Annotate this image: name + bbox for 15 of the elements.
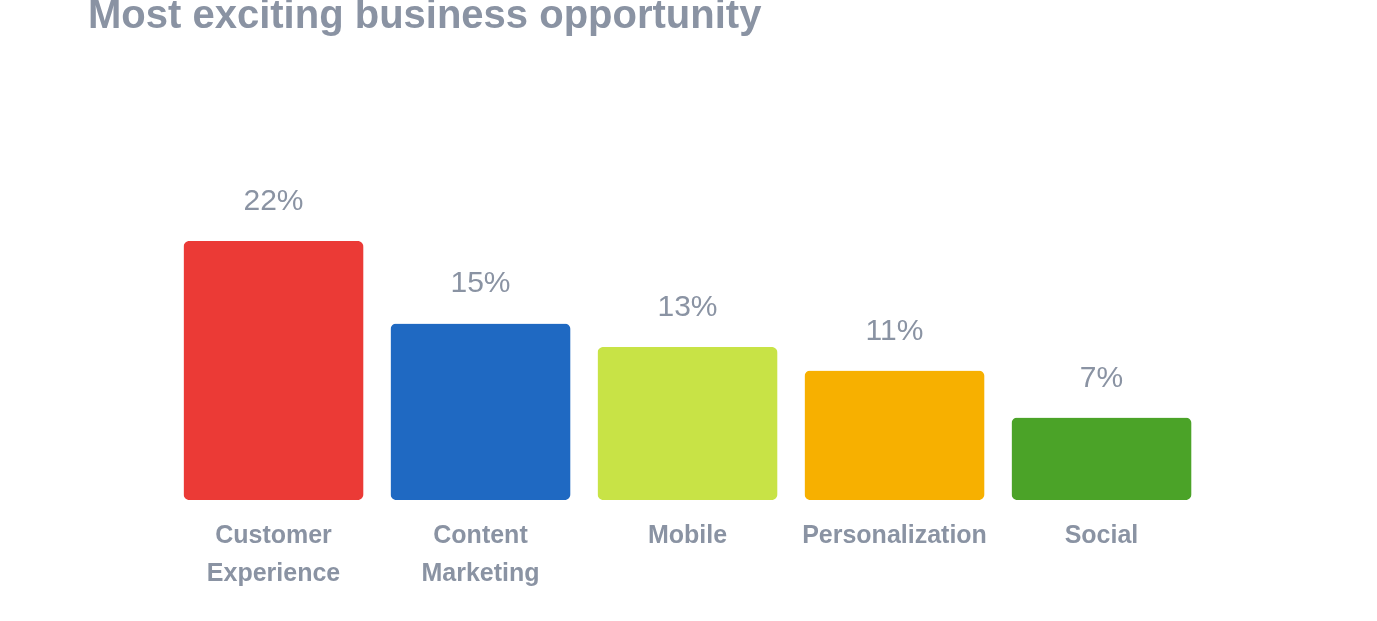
data-label: 15% bbox=[450, 265, 511, 299]
x-tick-label: Content Marketing bbox=[421, 519, 540, 586]
bar bbox=[183, 241, 364, 500]
data-label: 13% bbox=[657, 288, 718, 322]
bar bbox=[390, 323, 571, 500]
data-label: 7% bbox=[1079, 359, 1124, 393]
data-label: 11% bbox=[865, 312, 924, 346]
bar bbox=[597, 346, 778, 500]
x-tick-label: Customer Experience bbox=[206, 519, 341, 586]
x-tick-label: Mobile bbox=[647, 519, 728, 548]
bar bbox=[804, 370, 985, 500]
x-tick-label: Personalization bbox=[802, 519, 987, 548]
bar bbox=[1011, 417, 1192, 500]
data-label: 22% bbox=[243, 183, 304, 216]
x-tick-label: Social bbox=[1064, 519, 1139, 548]
